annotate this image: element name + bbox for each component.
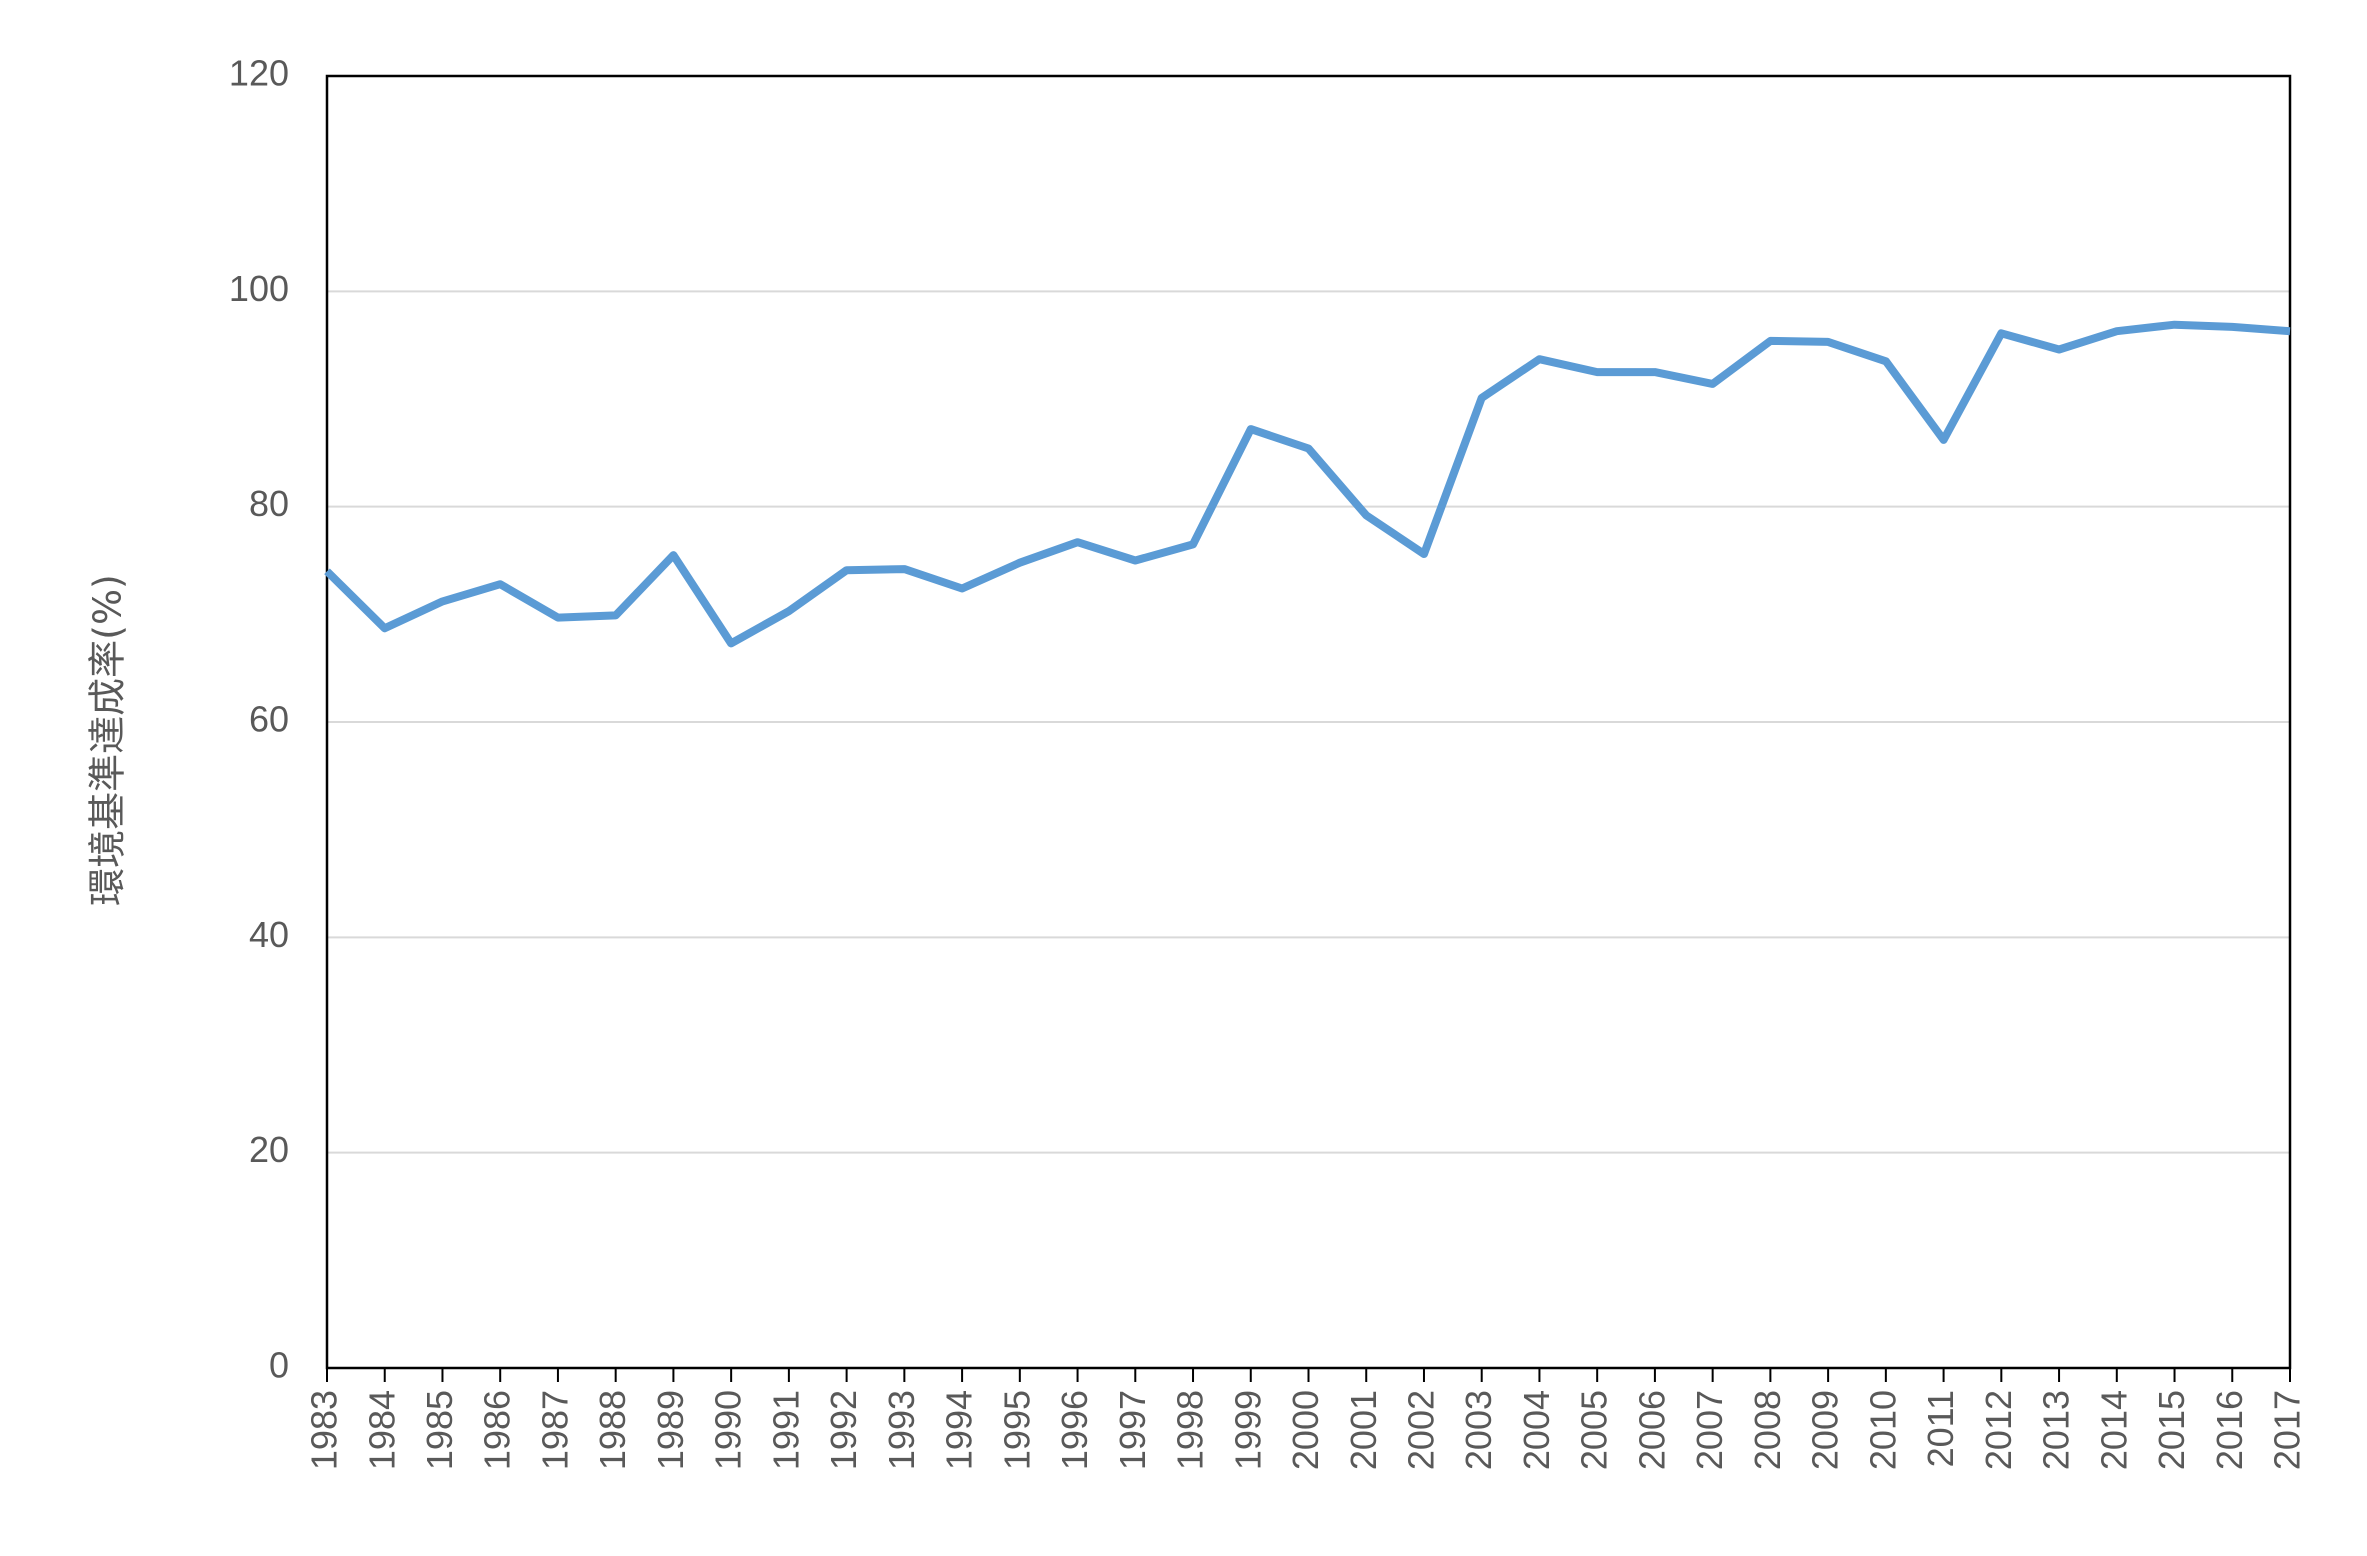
x-tick-label: 2015 (2151, 1390, 2192, 1470)
y-tick-label: 0 (269, 1345, 289, 1386)
x-tick-label: 1988 (592, 1390, 633, 1470)
data-point (438, 597, 446, 605)
x-tick-label: 1995 (996, 1390, 1037, 1470)
data-point (323, 567, 331, 575)
gridlines (327, 290, 2290, 1154)
data-point (727, 639, 735, 647)
x-axis-ticks: 1983 1984 1985 1986 1987 1988 1989 1990 1991 1992… (304, 1368, 2308, 1470)
data-point (1709, 380, 1717, 388)
data-point (1016, 559, 1024, 567)
y-tick-label: 120 (229, 53, 289, 94)
x-tick-label: 1985 (419, 1390, 460, 1470)
x-tick-label: 2010 (1862, 1390, 1903, 1470)
data-point (1074, 538, 1082, 546)
x-tick-label: 1984 (361, 1390, 402, 1470)
x-tick-label: 2006 (1631, 1390, 1672, 1470)
data-point (2171, 321, 2179, 329)
x-tick-label: 1999 (1227, 1390, 1268, 1470)
data-point (958, 584, 966, 592)
y-tick-label: 60 (249, 699, 289, 740)
data-point (2113, 327, 2121, 335)
data-point (669, 551, 677, 559)
y-axis-title: 環境基準達成率(%) (86, 574, 130, 906)
data-point (1824, 338, 1832, 346)
x-tick-label: 2011 (1920, 1390, 1961, 1467)
data-point (381, 624, 389, 632)
y-tick-label: 20 (249, 1129, 289, 1170)
x-tick-label: 2001 (1343, 1390, 1384, 1470)
y-axis-ticks: 0 20 40 60 80 100 120 (229, 53, 289, 1386)
data-point (1997, 329, 2005, 337)
x-tick-label: 2007 (1689, 1390, 1730, 1470)
data-point (1535, 355, 1543, 363)
data-point (1478, 394, 1486, 402)
data-point (1651, 368, 1659, 376)
data-point (1766, 337, 1774, 345)
x-tick-label: 2012 (1978, 1390, 2019, 1470)
data-point (1189, 540, 1197, 548)
x-tick-label: 1992 (823, 1390, 864, 1470)
data-point (843, 566, 851, 574)
x-tick-label: 2002 (1400, 1390, 1441, 1470)
data-point (1940, 436, 1948, 444)
x-tick-label: 2014 (2093, 1390, 2134, 1470)
data-point (2055, 345, 2063, 353)
data-point (1882, 357, 1890, 365)
x-tick-label: 2005 (1574, 1390, 1615, 1470)
x-tick-label: 2017 (2267, 1390, 2308, 1470)
data-point (554, 614, 562, 622)
data-point (1305, 445, 1313, 453)
x-tick-label: 1991 (765, 1390, 806, 1470)
x-tick-label: 1993 (881, 1390, 922, 1470)
x-tick-label: 1996 (1054, 1390, 1095, 1470)
x-tick-label: 2009 (1805, 1390, 1846, 1470)
data-point (900, 565, 908, 573)
x-tick-label: 1987 (534, 1390, 575, 1470)
x-tick-label: 1998 (1170, 1390, 1211, 1470)
data-point (612, 611, 620, 619)
data-point (2286, 327, 2294, 335)
data-point (785, 607, 793, 615)
y-tick-label: 80 (249, 483, 289, 524)
x-tick-label: 2004 (1516, 1390, 1557, 1470)
x-tick-label: 1990 (708, 1390, 749, 1470)
y-tick-label: 100 (229, 268, 289, 309)
data-point (496, 580, 504, 588)
x-tick-label: 2016 (2209, 1390, 2250, 1470)
x-tick-label: 2013 (2036, 1390, 2077, 1470)
data-point (1593, 368, 1601, 376)
x-tick-label: 2000 (1285, 1390, 1326, 1470)
x-tick-label: 1994 (939, 1390, 980, 1470)
x-tick-label: 2003 (1458, 1390, 1499, 1470)
series-line (324, 320, 2291, 648)
data-point (1362, 511, 1370, 519)
data-point (2228, 323, 2236, 331)
x-tick-label: 1997 (1112, 1390, 1153, 1470)
data-point (1420, 550, 1428, 558)
x-tick-label: 2008 (1747, 1390, 1788, 1470)
series-layer (323, 320, 2294, 648)
x-tick-label: 1983 (304, 1390, 345, 1470)
data-point (1247, 425, 1255, 433)
x-tick-label: 1989 (650, 1390, 691, 1470)
y-tick-label: 40 (249, 914, 289, 955)
x-tick-label: 1986 (477, 1390, 518, 1470)
data-point (1131, 557, 1139, 565)
